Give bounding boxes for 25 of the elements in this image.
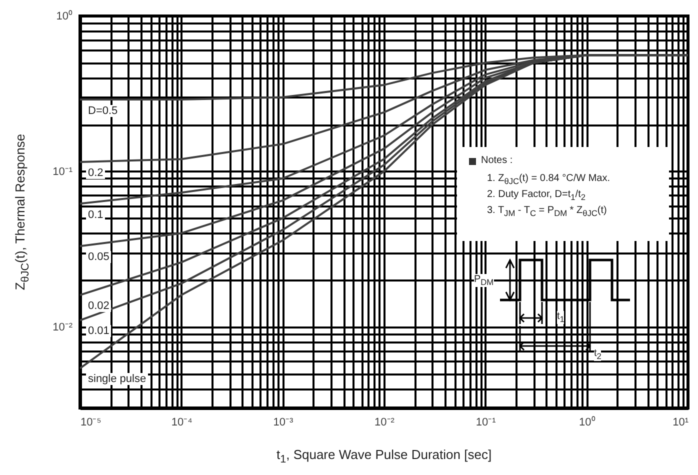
- x-tick-label: 10¹: [672, 416, 689, 428]
- annotation: 1. Z$_{θJC}$(t) = 0.84 °C/W Max.: [487, 173, 610, 186]
- x-tick-label: 10⁻³: [273, 416, 294, 428]
- series-label: single pulse: [86, 373, 148, 386]
- annotation: t$_{2}$: [594, 348, 602, 361]
- series-label: 0.2: [86, 166, 106, 179]
- y-tick-label: 10⁻¹: [52, 166, 73, 178]
- annotation: P$_{DM}$: [474, 274, 494, 287]
- y-tick-label: 10⁻²: [52, 321, 73, 334]
- annotation: Notes :: [481, 155, 513, 166]
- annotation: 2. Duty Factor, D=t$_{1}$/t$_{2}$: [487, 189, 586, 202]
- x-tick-label: 10⁻¹: [476, 416, 496, 428]
- notes-panel: Notes : 1. Z$_{θJC}$(t) = 0.84 °C/W Max. 2. Duty Factor, D=t$_{1}$/t$_{2}$ 3. T$_{JM}$ - T$_{C}$ = P$_{DM}$ * Z$_{θJC}$(t): [457, 147, 669, 241]
- x-tick-label: 10⁻⁵: [80, 416, 102, 428]
- y-tick-label: 10⁰: [56, 10, 72, 22]
- x-tick-label: 10⁻²: [374, 416, 395, 428]
- series-label: 0.05: [86, 251, 112, 264]
- x-tick-label: 10⁰: [579, 416, 596, 428]
- series-label: 0.01: [86, 325, 112, 338]
- annotation: t$_{1}$: [557, 311, 564, 324]
- series-label: D=0.5: [86, 104, 120, 117]
- x-tick-label: 10⁻⁴: [171, 416, 193, 428]
- series-label: 0.1: [86, 208, 106, 221]
- x-axis-title: t$_{1}$, Square Wave Pulse Duration [sec]: [276, 447, 492, 466]
- series-label: 0.02: [86, 300, 112, 312]
